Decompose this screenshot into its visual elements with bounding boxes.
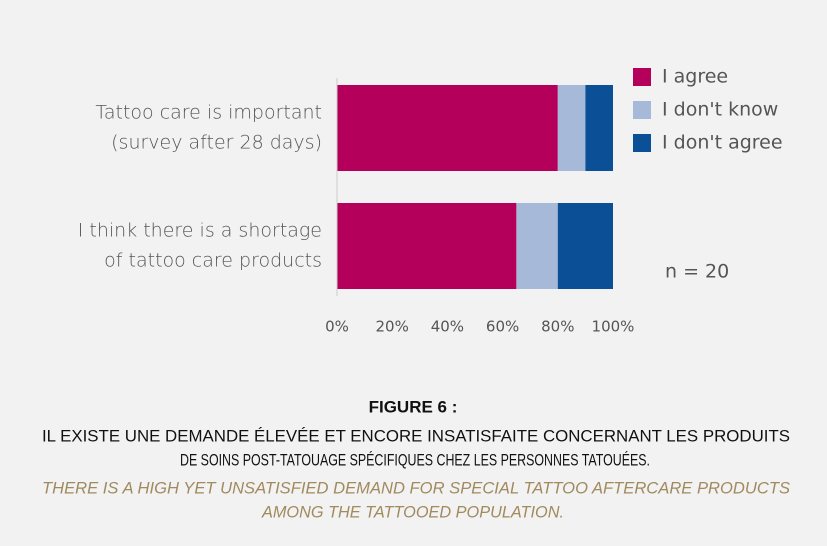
legend-label: I don't know <box>662 99 778 121</box>
legend-swatch <box>633 134 651 152</box>
x-tick-label: 80% <box>541 318 574 336</box>
x-tick-label: 0% <box>325 318 349 336</box>
category-label: Tattoo care is important <box>95 102 322 124</box>
legend-swatch <box>633 68 651 86</box>
figure-label: FIGURE 6 : <box>369 397 458 416</box>
bar-segment <box>557 203 613 289</box>
bar-segment <box>585 85 613 171</box>
bar-segment <box>337 203 517 289</box>
category-label: (survey after 28 days) <box>111 132 322 154</box>
annotation: n = 20 <box>665 261 729 283</box>
legend-label: I don't agree <box>662 132 783 154</box>
legend-swatch <box>633 101 651 119</box>
caption-english: AMONG THE TATTOOED POPULATION. <box>261 502 564 521</box>
caption-english: THERE IS A HIGH YET UNSATISFIED DEMAND F… <box>42 478 791 497</box>
x-tick-label: 60% <box>486 318 519 336</box>
x-tick-label: 20% <box>376 318 409 336</box>
category-label: of tattoo care products <box>104 250 322 272</box>
bar-segment <box>516 203 558 289</box>
bar-segment <box>557 85 586 171</box>
x-tick-label: 40% <box>431 318 464 336</box>
caption-french: IL EXISTE UNE DEMANDE ÉLEVÉE ET ENCORE I… <box>42 426 790 445</box>
category-label: I think there is a shortage <box>78 220 322 242</box>
legend-label: I agree <box>662 66 728 88</box>
bar-segment <box>337 85 558 171</box>
x-tick-label: 100% <box>592 318 635 336</box>
caption-french: DE SOINS POST-TATOUAGE SPÉCIFIQUES CHEZ … <box>180 450 650 469</box>
